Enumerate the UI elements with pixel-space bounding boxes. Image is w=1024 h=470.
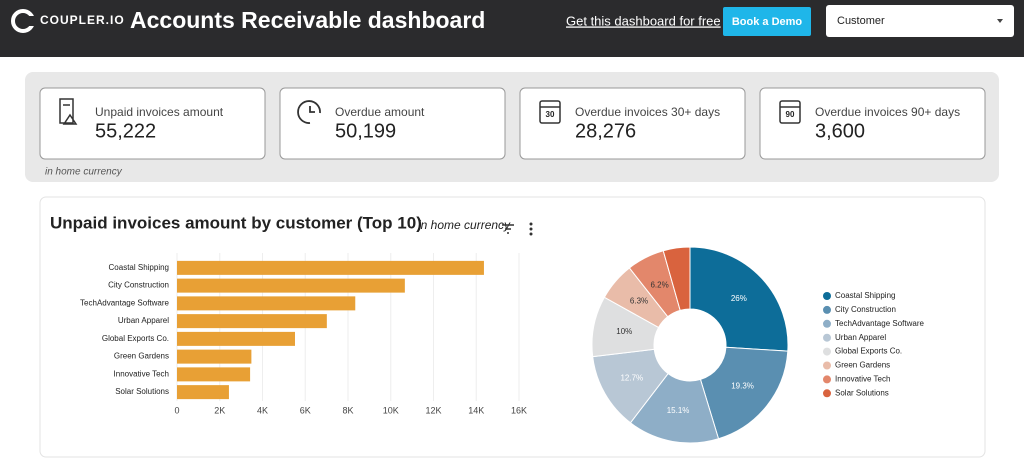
legend-swatch [823,333,831,342]
slice-label: 6.3% [630,297,648,306]
y-tick-label: TechAdvantage Software [80,298,169,307]
legend-label: Innovative Tech [835,375,890,384]
kpi-panel [25,72,999,182]
x-tick-label: 12K [425,405,441,415]
legend-label: Urban Apparel [835,333,886,342]
calendar-number: 90 [786,110,795,119]
calendar-number: 30 [546,110,555,119]
menu-icon[interactable] [529,222,533,236]
kpi-card [279,87,506,160]
x-tick-label: 14K [468,405,484,415]
legend-swatch [823,375,831,384]
legend-swatch [823,305,831,314]
kpi-label: Overdue amount [335,105,425,119]
section-subtitle: in home currency [418,218,511,232]
cards-note: in home currency [45,167,123,178]
legend-swatch [823,292,831,300]
legend-label: Coastal Shipping [835,291,895,300]
clock-icon [297,100,321,124]
pie-slice [662,246,691,311]
page-title: Accounts Receivable dashboard [130,7,485,33]
slice-label: 10% [616,327,632,336]
bar [177,314,327,329]
legend-label: Green Gardens [835,361,890,370]
bar [177,331,295,346]
slice-label: 12.7% [620,373,643,382]
slice-label: 26% [731,294,747,303]
bar [177,349,252,364]
bar [177,278,405,293]
kpi-card [519,87,746,160]
slice-label: 6.2% [650,280,668,289]
y-tick-label: Urban Apparel [118,316,169,325]
legend-label: TechAdvantage Software [835,319,924,328]
kpi-value: 55,222 [95,120,156,142]
legend-label: Solar Solutions [835,388,889,397]
kpi-label: Overdue invoices 90+ days [815,105,960,119]
kpi-card [39,87,266,160]
pie-slice [689,246,789,352]
calendar-icon [539,100,561,124]
y-tick-label: Green Gardens [114,352,169,361]
kpi-label: Overdue invoices 30+ days [575,105,720,119]
logo-icon [11,9,35,33]
kpi-value: 3,600 [815,120,865,142]
demo-button-label[interactable]: Book a Demo [732,16,803,28]
x-tick-label: 8K [342,405,353,415]
legend-swatch [823,347,831,356]
invoice-icon [59,98,78,125]
kpi-card [759,87,986,160]
y-tick-label: Innovative Tech [114,369,169,378]
legend-label: City Construction [835,305,896,314]
x-tick-label: 0 [174,405,179,415]
pie-slice [629,372,720,444]
legend-swatch [823,389,831,398]
y-tick-label: Global Exports Co. [102,334,169,343]
slice-label: 15.1% [667,406,690,415]
bar [177,367,251,382]
legend-label: Global Exports Co. [835,347,902,356]
x-tick-label: 6K [300,405,311,415]
dropdown-label[interactable]: Customer [837,15,885,27]
dropdown[interactable] [826,5,1014,37]
kpi-label: Unpaid invoices amount [95,105,224,119]
calendar-icon [779,100,801,124]
legend-swatch [823,361,831,370]
demo-button[interactable] [723,7,811,36]
bar [177,296,356,311]
y-tick-label: City Construction [108,281,169,290]
pie-slice [699,346,789,440]
y-tick-label: Coastal Shipping [109,263,169,272]
kpi-value: 28,276 [575,120,636,142]
x-tick-label: 2K [214,405,225,415]
filter-icon[interactable] [502,224,514,234]
link[interactable]: Get this dashboard for free [566,13,721,28]
kpi-value: 50,199 [335,120,396,142]
bar [177,260,484,275]
legend-swatch [823,319,831,328]
bar [177,385,229,400]
y-tick-label: Solar Solutions [115,387,169,396]
dropdown-arrow[interactable] [997,19,1003,23]
x-tick-label: 4K [257,405,268,415]
x-tick-label: 16K [511,405,527,415]
slice-label: 19.3% [731,382,754,391]
logo[interactable]: COUPLER.IO [40,13,125,27]
x-tick-label: 10K [383,405,399,415]
section-title: Unpaid invoices amount by customer (Top … [50,213,422,232]
